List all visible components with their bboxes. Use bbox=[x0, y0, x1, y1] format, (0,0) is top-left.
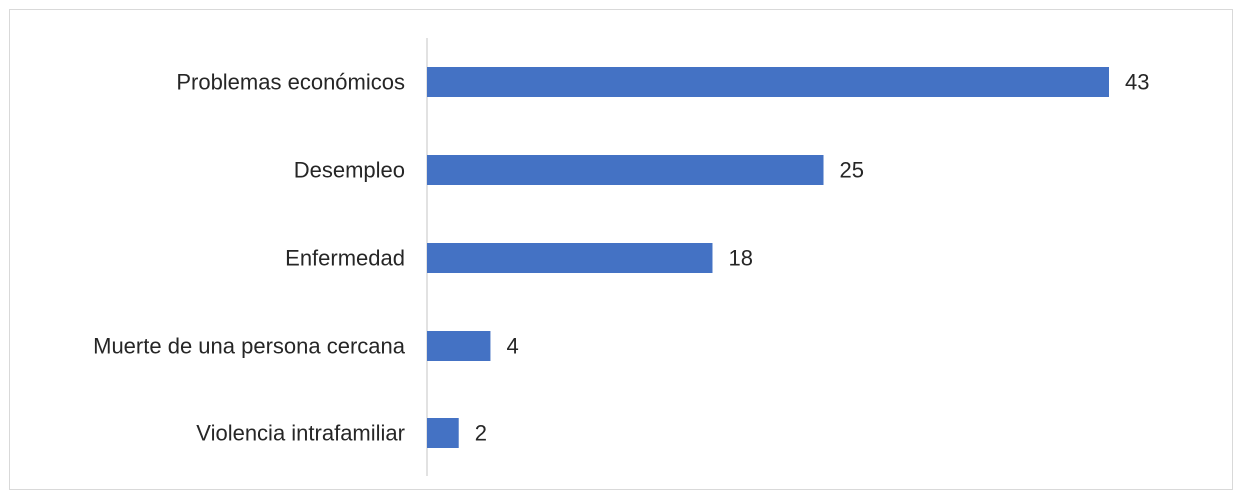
category-label: Violencia intrafamiliar bbox=[196, 421, 405, 446]
bar-2 bbox=[427, 155, 824, 185]
labels-layer: Problemas económicos 43 Desempleo 25 Enferme… bbox=[93, 70, 1149, 446]
value-label: 2 bbox=[475, 421, 487, 446]
value-label: 18 bbox=[728, 246, 752, 271]
category-label: Enfermedad bbox=[285, 246, 405, 271]
bar-5 bbox=[427, 418, 459, 448]
bar-4 bbox=[427, 331, 491, 361]
value-label: 43 bbox=[1125, 70, 1149, 95]
bars-layer bbox=[427, 67, 1109, 448]
value-label: 4 bbox=[506, 334, 518, 359]
category-label: Muerte de una persona cercana bbox=[93, 334, 406, 359]
category-label: Desempleo bbox=[294, 158, 405, 183]
bar-3 bbox=[427, 243, 713, 273]
category-label: Problemas económicos bbox=[176, 70, 405, 95]
value-label: 25 bbox=[840, 158, 864, 183]
bar-1 bbox=[427, 67, 1109, 97]
